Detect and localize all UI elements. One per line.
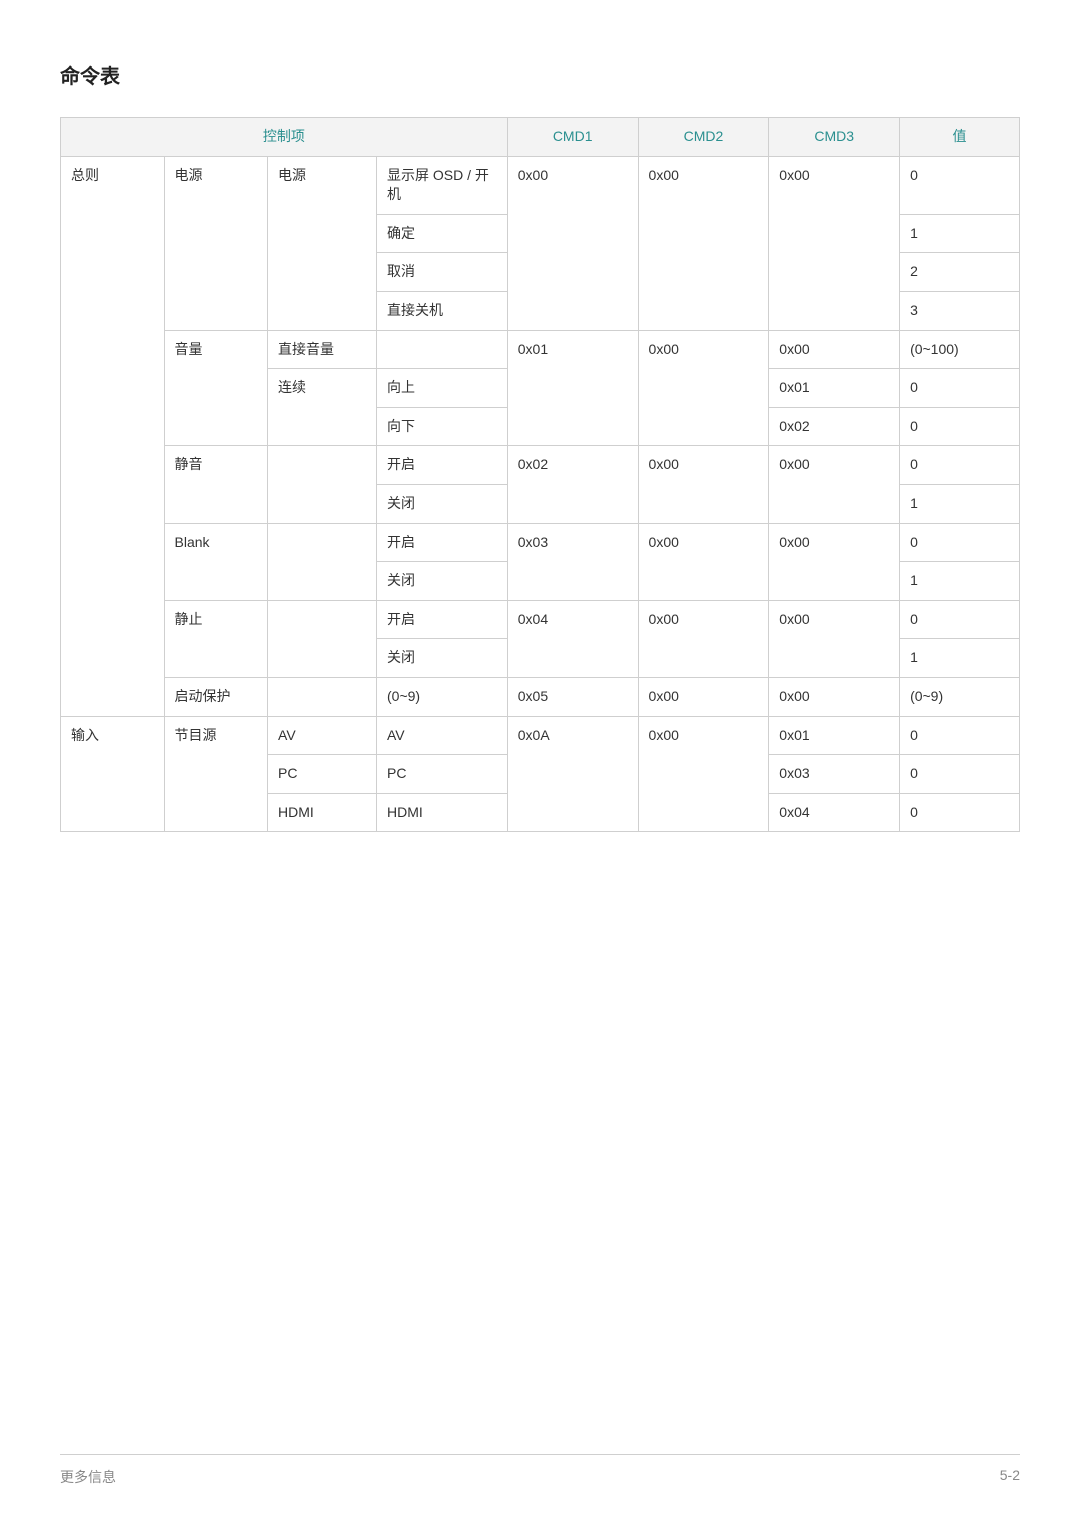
cell: 关闭 [377, 484, 508, 523]
table-row: 静止 开启 0x04 0x00 0x00 0 [61, 600, 1020, 639]
cell: 0x04 [507, 600, 638, 677]
cell: 开启 [377, 446, 508, 485]
cell: 向下 [377, 407, 508, 446]
table-row: 启动保护 (0~9) 0x05 0x00 0x00 (0~9) [61, 677, 1020, 716]
cell: 取消 [377, 253, 508, 292]
cell: 0x01 [769, 716, 900, 755]
cell: 开启 [377, 600, 508, 639]
cell: 1 [900, 639, 1020, 678]
cell: (0~100) [900, 330, 1020, 369]
cell: 1 [900, 214, 1020, 253]
cell: 0x00 [769, 677, 900, 716]
cell: AV [377, 716, 508, 755]
cell: 0x02 [507, 446, 638, 523]
cell: 确定 [377, 214, 508, 253]
cell: HDMI [268, 793, 377, 832]
cell [377, 330, 508, 369]
cell: 1 [900, 484, 1020, 523]
cell: 0x00 [769, 446, 900, 523]
cell: 0x00 [638, 446, 769, 523]
cell: (0~9) [900, 677, 1020, 716]
cell: 音量 [164, 330, 268, 446]
cell: 0x00 [638, 156, 769, 330]
cell: 0x0A [507, 716, 638, 832]
cell: 开启 [377, 523, 508, 562]
cell: 0 [900, 369, 1020, 408]
cell: 0x00 [507, 156, 638, 330]
cell: 0x04 [769, 793, 900, 832]
cell: 电源 [268, 156, 377, 330]
cell: 0x03 [507, 523, 638, 600]
cell [268, 446, 377, 523]
cell: 0 [900, 523, 1020, 562]
cell: 0x00 [769, 156, 900, 330]
cell: 0x00 [638, 716, 769, 832]
cell: 0x00 [769, 330, 900, 369]
table-row: Blank 开启 0x03 0x00 0x00 0 [61, 523, 1020, 562]
cell: 0x00 [769, 523, 900, 600]
cell [268, 677, 377, 716]
cell: 0 [900, 156, 1020, 214]
cell: 0 [900, 446, 1020, 485]
cell: 0x00 [638, 330, 769, 446]
cell [268, 523, 377, 600]
cell: 关闭 [377, 562, 508, 601]
cell: 0x00 [769, 600, 900, 677]
cell: 3 [900, 291, 1020, 330]
table-row: 静音 开启 0x02 0x00 0x00 0 [61, 446, 1020, 485]
cell: 电源 [164, 156, 268, 330]
cell: 0x00 [638, 600, 769, 677]
cell: Blank [164, 523, 268, 600]
table-header-row: 控制项 CMD1 CMD2 CMD3 值 [61, 118, 1020, 157]
footer-right: 5-2 [1000, 1467, 1020, 1487]
cell: 总则 [61, 156, 165, 716]
cell: AV [268, 716, 377, 755]
table-row: 音量 直接音量 0x01 0x00 0x00 (0~100) [61, 330, 1020, 369]
cell: (0~9) [377, 677, 508, 716]
command-table: 控制项 CMD1 CMD2 CMD3 值 总则 电源 电源 显示屏 OSD / … [60, 117, 1020, 832]
cell: 启动保护 [164, 677, 268, 716]
cell: 静音 [164, 446, 268, 523]
table-row: 总则 电源 电源 显示屏 OSD / 开机 0x00 0x00 0x00 0 [61, 156, 1020, 214]
cell: HDMI [377, 793, 508, 832]
cell: 节目源 [164, 716, 268, 832]
cell: 0x00 [638, 523, 769, 600]
cell: PC [377, 755, 508, 794]
cell: 直接关机 [377, 291, 508, 330]
cell: 0x05 [507, 677, 638, 716]
cell: 1 [900, 562, 1020, 601]
cell: 直接音量 [268, 330, 377, 369]
cell: 0x02 [769, 407, 900, 446]
cell: 0x00 [638, 677, 769, 716]
cell: 0 [900, 600, 1020, 639]
page-title: 命令表 [60, 60, 1020, 89]
header-cmd3: CMD3 [769, 118, 900, 157]
cell: 0x01 [769, 369, 900, 408]
cell: 显示屏 OSD / 开机 [377, 156, 508, 214]
cell: 0x01 [507, 330, 638, 446]
cell: 关闭 [377, 639, 508, 678]
cell: 0 [900, 407, 1020, 446]
header-value: 值 [900, 118, 1020, 157]
header-cmd2: CMD2 [638, 118, 769, 157]
cell: 0x03 [769, 755, 900, 794]
cell [268, 600, 377, 677]
footer-left: 更多信息 [60, 1467, 116, 1487]
table-row: 输入 节目源 AV AV 0x0A 0x00 0x01 0 [61, 716, 1020, 755]
cell: 0 [900, 716, 1020, 755]
header-control: 控制项 [61, 118, 508, 157]
cell: 0 [900, 793, 1020, 832]
cell: 静止 [164, 600, 268, 677]
header-cmd1: CMD1 [507, 118, 638, 157]
cell: 2 [900, 253, 1020, 292]
cell: PC [268, 755, 377, 794]
cell: 输入 [61, 716, 165, 832]
cell: 连续 [268, 369, 377, 446]
cell: 0 [900, 755, 1020, 794]
page-footer: 更多信息 5-2 [60, 1454, 1020, 1487]
cell: 向上 [377, 369, 508, 408]
